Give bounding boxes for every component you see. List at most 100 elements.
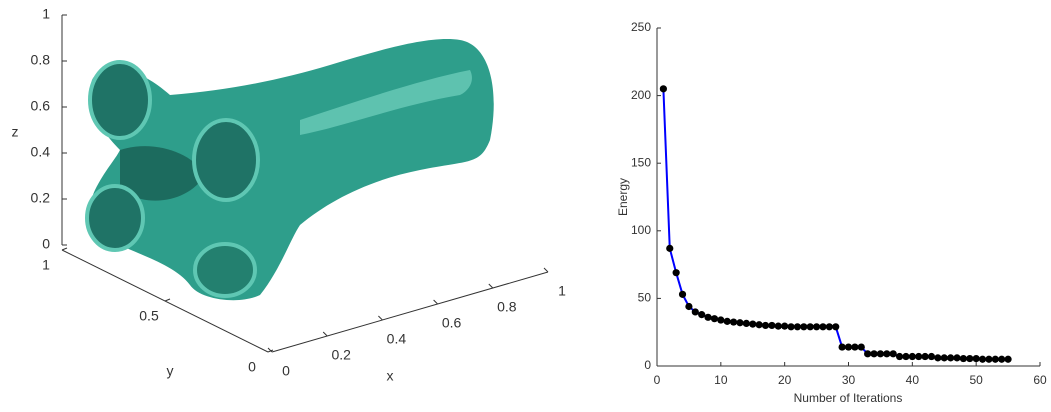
marker <box>998 355 1006 363</box>
x-tick-label: 20 <box>778 373 792 387</box>
marker <box>940 354 948 362</box>
marker <box>927 352 936 361</box>
x-tick-label: 40 <box>906 373 920 387</box>
x-tick-label: 30 <box>842 373 856 387</box>
marker <box>678 290 687 298</box>
x-tick-label: 10 <box>714 373 728 387</box>
marker <box>710 315 719 323</box>
marker <box>659 85 667 93</box>
marker <box>857 343 865 351</box>
marker <box>698 311 706 319</box>
surface-shadow <box>120 146 205 201</box>
marker <box>959 354 968 363</box>
x-label: Number of Iterations <box>794 391 903 405</box>
z-tick-label: 1 <box>42 6 50 22</box>
x-tick-label: 0.6 <box>442 315 462 331</box>
marker <box>978 355 987 363</box>
marker <box>870 350 878 358</box>
y-tick-label: 50 <box>638 291 652 305</box>
marker <box>908 352 916 361</box>
marker <box>704 313 712 321</box>
marker <box>781 322 789 330</box>
marker <box>864 350 872 358</box>
y-label: Energy <box>616 178 630 216</box>
marker <box>800 323 808 331</box>
x-tick <box>322 331 328 337</box>
marker <box>851 343 859 351</box>
y-tick-label: 250 <box>631 20 651 34</box>
marker <box>991 355 999 363</box>
marker <box>966 354 974 363</box>
surface-shape <box>85 39 494 301</box>
marker <box>934 354 942 362</box>
x-tick <box>543 267 549 273</box>
x-axis <box>271 271 549 353</box>
y-label: y <box>167 363 174 379</box>
z-tick-label: 0.8 <box>31 52 51 68</box>
marker <box>832 323 840 331</box>
marker <box>1004 355 1012 363</box>
x-label: x <box>387 368 394 384</box>
marker <box>825 323 833 331</box>
marker <box>812 323 821 331</box>
opening <box>192 118 260 202</box>
marker <box>666 244 674 252</box>
marker <box>953 354 961 362</box>
y-tick-label: 150 <box>631 155 651 169</box>
marker <box>730 318 738 326</box>
x-tick <box>488 283 494 289</box>
x-tick-label: 60 <box>1033 373 1047 387</box>
x-tick <box>267 347 273 353</box>
marker <box>889 350 897 358</box>
x-tick-label: 0 <box>282 363 290 379</box>
y-tick-label: 0 <box>644 358 651 372</box>
marker <box>742 319 750 328</box>
marker <box>915 352 923 361</box>
x-tick-label: 0.4 <box>387 331 407 347</box>
opening <box>193 242 257 298</box>
marker <box>736 319 744 327</box>
marker <box>723 317 731 325</box>
x-tick-label: 1 <box>558 283 566 299</box>
marker <box>819 323 827 331</box>
marker <box>844 343 853 351</box>
marker <box>793 323 802 331</box>
marker <box>755 321 763 329</box>
x-tick-label: 0.2 <box>331 347 351 363</box>
marker <box>838 343 846 351</box>
marker <box>947 354 955 362</box>
marker <box>921 352 929 361</box>
z-tick-label: 0 <box>42 236 50 252</box>
y-tick-label: 200 <box>631 88 651 102</box>
surface-highlight <box>300 70 472 135</box>
marker <box>774 322 782 330</box>
marker <box>902 352 910 361</box>
marker <box>806 323 814 331</box>
y-tick <box>61 247 68 251</box>
marker <box>749 320 757 328</box>
z-tick-label: 0.4 <box>31 144 51 160</box>
x-tick-label: 50 <box>969 373 983 387</box>
x-tick-label: 0.8 <box>497 299 517 315</box>
marker <box>985 355 993 363</box>
opening <box>85 184 145 252</box>
x-tick-label: 0 <box>654 373 661 387</box>
x-tick <box>433 299 438 305</box>
y-tick-label: 0 <box>248 359 256 375</box>
x-tick <box>378 315 383 321</box>
marker <box>895 352 904 361</box>
y-tick-label: 0.5 <box>139 308 159 324</box>
marker <box>883 350 891 358</box>
opening <box>88 60 152 140</box>
marker <box>787 323 795 331</box>
z-tick-label: 0.2 <box>31 190 51 206</box>
y-tick-label: 100 <box>631 223 651 237</box>
y-tick-label: 1 <box>42 257 50 273</box>
z-tick-label: 0.6 <box>31 98 51 114</box>
marker <box>685 302 693 311</box>
z-label: z <box>12 124 19 140</box>
marker <box>717 316 725 324</box>
marker <box>691 308 699 316</box>
marker <box>876 350 885 358</box>
